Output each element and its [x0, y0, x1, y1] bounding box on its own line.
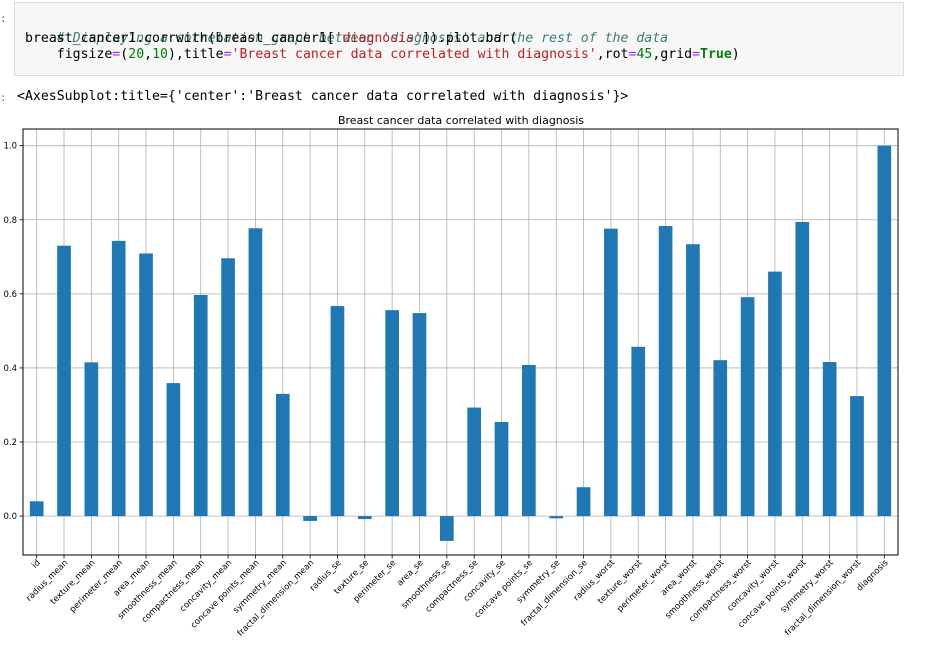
- x-axis: idradius_meantexture_meanperimeter_meana…: [24, 555, 891, 639]
- code-line-3: figsize=(20,10),title='Breast cancer dat…: [25, 47, 740, 63]
- x-tick-label: id: [30, 558, 43, 571]
- code-operator: =: [628, 47, 637, 62]
- bar: [850, 396, 864, 517]
- bar: [57, 245, 71, 517]
- bar: [248, 228, 263, 517]
- code-token: ]).plot.bar(: [422, 31, 518, 46]
- bar: [357, 516, 372, 520]
- output-prompt: :: [0, 91, 7, 104]
- code-number: 10: [152, 47, 168, 62]
- y-tick-label: 0.0: [3, 512, 17, 522]
- bar: [467, 407, 482, 517]
- bar: [576, 487, 591, 517]
- bar: [412, 313, 427, 517]
- code-line-2: breast_cancer1.corrwith(breast_cancer1['…: [25, 31, 517, 47]
- bar: [740, 297, 755, 517]
- code-operator: =: [112, 47, 121, 62]
- code-operator: =: [223, 47, 232, 62]
- bar: [822, 362, 837, 517]
- code-token: ,: [144, 47, 153, 62]
- y-axis: 0.0 0.2 0.4 0.6 0.8 1.0: [3, 142, 23, 522]
- output-text: <AxesSubplot:title={'center':'Breast can…: [17, 89, 629, 104]
- y-tick-label: 1.0: [3, 142, 17, 152]
- bar: [166, 383, 181, 517]
- plot-frame: [22, 128, 899, 556]
- bar: [768, 271, 782, 517]
- bar: [84, 362, 99, 517]
- bars: [29, 145, 892, 541]
- code-operator: =: [692, 47, 701, 62]
- bar: [494, 422, 509, 517]
- bar: [439, 516, 454, 541]
- bar: [111, 240, 126, 517]
- bar: [713, 360, 728, 517]
- code-keyword: True: [700, 47, 732, 62]
- code-token: (: [120, 47, 129, 62]
- bar: [604, 228, 618, 517]
- code-string: 'diagnosis': [334, 31, 422, 46]
- bar: [877, 145, 892, 517]
- bar: [29, 501, 44, 517]
- bar: [330, 306, 345, 517]
- code-comment: # Displaying a correlation graph between…: [56, 31, 669, 46]
- bar: [385, 310, 399, 517]
- bar: [686, 244, 700, 517]
- bar: [275, 393, 290, 517]
- code-token: figsize: [25, 47, 113, 62]
- grid: [23, 129, 898, 555]
- bar: [139, 253, 153, 517]
- bar: [522, 364, 536, 517]
- y-tick-label: 0.4: [3, 364, 17, 374]
- code-cell[interactable]: # Displaying a correlation graph between…: [14, 2, 904, 76]
- code-token: breast_cancer1.corrwith(breast_cancer1[: [25, 31, 335, 46]
- bar: [193, 294, 208, 517]
- bar: [303, 516, 317, 521]
- code-number: 45: [636, 47, 653, 62]
- bar: [658, 226, 673, 517]
- bar-chart: Breast cancer data correlated with diagn…: [3, 114, 899, 639]
- y-tick-label: 0.8: [3, 216, 17, 226]
- code-token: ): [731, 47, 740, 62]
- bar: [631, 346, 646, 517]
- code-token: ),title: [167, 47, 224, 62]
- code-token: ,grid: [652, 47, 693, 62]
- code-number: 20: [128, 47, 145, 62]
- code-string: 'Breast cancer data correlated with diag…: [231, 47, 597, 62]
- bar: [221, 258, 235, 517]
- code-line-1: # Displaying a correlation graph between…: [25, 15, 668, 63]
- y-tick-label: 0.2: [3, 438, 17, 448]
- code-token: ,rot: [596, 47, 629, 62]
- y-tick-label: 0.6: [3, 290, 17, 300]
- input-prompt: :: [0, 12, 7, 25]
- bar: [795, 221, 810, 517]
- bar: [549, 516, 564, 519]
- x-tick-label: smoothness_se: [400, 558, 453, 611]
- chart-title: Breast cancer data correlated with diagn…: [338, 114, 584, 127]
